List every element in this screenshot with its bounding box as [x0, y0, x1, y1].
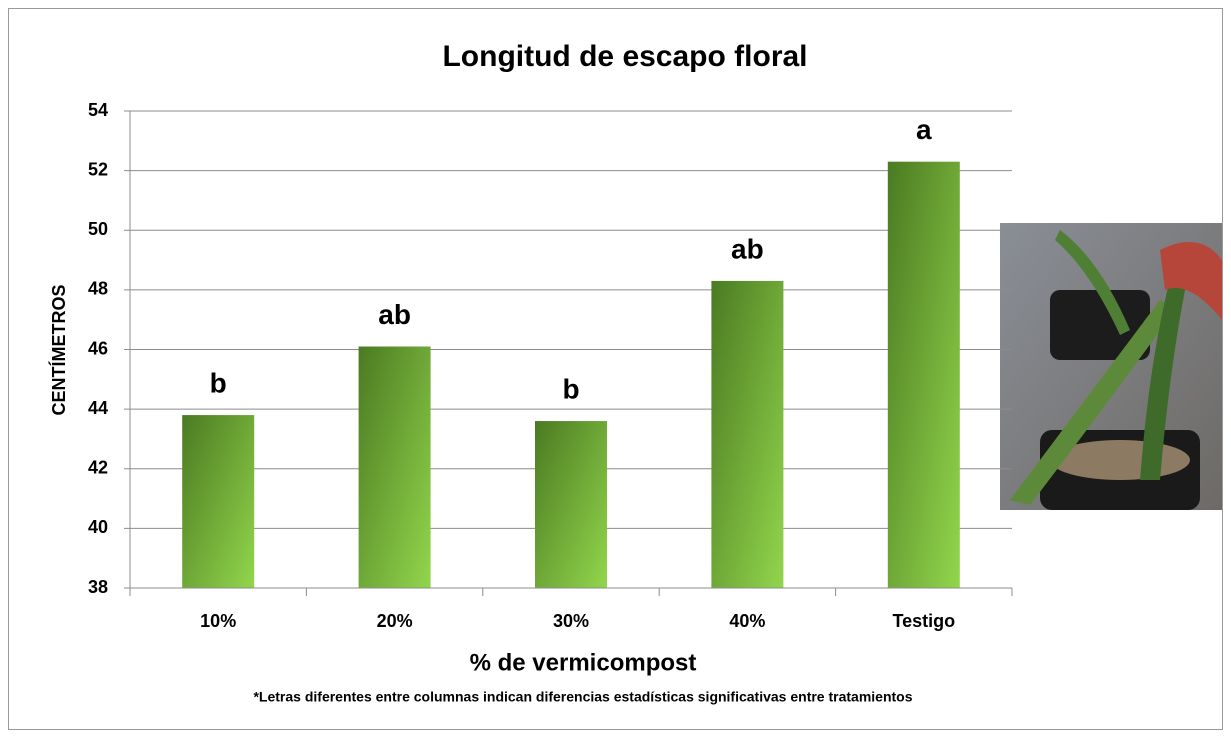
y-tick-label: 54 — [88, 100, 108, 120]
bar-annotation: ab — [731, 233, 764, 264]
x-tick-label: 10% — [200, 611, 236, 631]
x-tick-label: 40% — [729, 611, 765, 631]
x-tick-label: 20% — [377, 611, 413, 631]
chart-title: Longitud de escapo floral — [442, 40, 807, 73]
y-tick-label: 44 — [88, 398, 108, 418]
x-tick-label: Testigo — [892, 611, 955, 631]
bar-annotation: b — [562, 373, 579, 404]
bar — [182, 415, 254, 588]
y-axis-title: CENTÍMETROS — [48, 284, 69, 415]
y-tick-label: 46 — [88, 338, 108, 358]
y-tick-label: 52 — [88, 159, 108, 179]
chart: Longitud de escapo floral CENTÍMETROS % … — [0, 0, 1231, 738]
y-tick-label: 42 — [88, 458, 108, 478]
y-tick-label: 50 — [88, 219, 108, 239]
y-tick-label: 40 — [88, 517, 108, 537]
footnote: *Letras diferentes entre columnas indica… — [253, 689, 912, 705]
x-axis-title: % de vermicompost — [470, 649, 697, 676]
bar — [535, 421, 607, 588]
bar — [888, 162, 960, 588]
bar-annotation: b — [210, 367, 227, 398]
bar-annotation: a — [916, 114, 932, 145]
bar-annotation: ab — [378, 299, 411, 330]
photo — [1000, 223, 1222, 510]
x-tick-label: 30% — [553, 611, 589, 631]
y-tick-label: 48 — [88, 279, 108, 299]
bar — [359, 347, 431, 588]
y-tick-label: 38 — [88, 577, 108, 597]
bar — [711, 281, 783, 588]
